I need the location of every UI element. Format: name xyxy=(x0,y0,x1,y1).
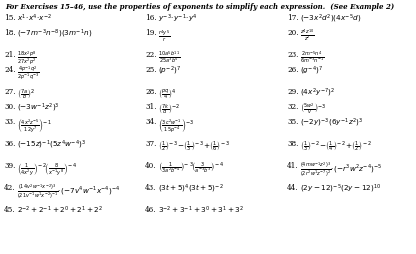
Text: $(3t+5)^{4}(3t+5)^{-2}$: $(3t+5)^{4}(3t+5)^{-2}$ xyxy=(158,182,224,195)
Text: $y^{-3}\!\cdot\!y^{-1}\!\cdot\!y^{4}$: $y^{-3}\!\cdot\!y^{-1}\!\cdot\!y^{4}$ xyxy=(158,13,198,25)
Text: $\left(\frac{5w^{2}}{v}\right)^{-3}$: $\left(\frac{5w^{2}}{v}\right)^{-3}$ xyxy=(300,102,327,116)
Text: 18.: 18. xyxy=(4,29,16,37)
Text: $\left(\frac{pq}{4}\right)^{4}$: $\left(\frac{pq}{4}\right)^{4}$ xyxy=(158,87,176,101)
Text: 45.: 45. xyxy=(4,205,15,213)
Text: 24.: 24. xyxy=(4,66,15,74)
Text: $\frac{2m^{-5}n^{4}}{6m^{-3}n^{-1}}$: $\frac{2m^{-5}n^{4}}{6m^{-3}n^{-1}}$ xyxy=(300,50,324,66)
Text: $\left(\frac{7a}{b}\right)^{2}$: $\left(\frac{7a}{b}\right)^{2}$ xyxy=(17,87,35,101)
Text: 19.: 19. xyxy=(145,29,157,37)
Text: $(-2y)^{-3}(6y^{-1}z^{2})^{3}$: $(-2y)^{-3}(6y^{-1}z^{2})^{3}$ xyxy=(300,117,363,129)
Text: 41.: 41. xyxy=(287,161,299,169)
Text: $\frac{4p^{-1}q^{2}}{2p^{-1}q^{-3}}$: $\frac{4p^{-1}q^{2}}{2p^{-1}q^{-3}}$ xyxy=(17,65,40,83)
Text: $\frac{z^{4}z^{10}}{z^{2}}$: $\frac{z^{4}z^{10}}{z^{2}}$ xyxy=(300,28,315,44)
Text: 35.: 35. xyxy=(287,118,298,125)
Text: 40.: 40. xyxy=(145,161,156,169)
Text: $\left(\frac{3c^{2}w^{-1}}{15p^{-4}}\right)^{-3}$: $\left(\frac{3c^{2}w^{-1}}{15p^{-4}}\rig… xyxy=(158,117,194,134)
Text: $\left(\frac{1}{4x^{2}y}\right)^{\!-2}\!\left(\frac{8}{x^{-1}y^{8}}\right)^{\!-4: $\left(\frac{1}{4x^{2}y}\right)^{\!-2}\!… xyxy=(17,160,77,177)
Text: 36.: 36. xyxy=(4,139,15,147)
Text: $(-3w^{-1}z^{2})^{3}$: $(-3w^{-1}z^{2})^{3}$ xyxy=(17,102,59,114)
Text: $(g^{-4})^{7}$: $(g^{-4})^{7}$ xyxy=(300,65,323,77)
Text: $\frac{18x^{2}p^{8}}{27x^{2}p^{2}}$: $\frac{18x^{2}p^{8}}{27x^{2}p^{2}}$ xyxy=(17,50,37,68)
Text: 31.: 31. xyxy=(145,103,156,110)
Text: 29.: 29. xyxy=(287,88,299,96)
Text: $\left(\frac{1}{2}\right)^{\!-3}\!-\!\left(\frac{1}{3}\right)^{\!-3}\!+\!\left(\: $\left(\frac{1}{2}\right)^{\!-3}\!-\!\le… xyxy=(158,138,230,152)
Text: $\left(\frac{1}{3}\right)^{\!-2}\!-\!\left(\frac{1}{4}\right)^{\!-2}\!+\!\left(\: $\left(\frac{1}{3}\right)^{\!-2}\!-\!\le… xyxy=(300,138,372,152)
Text: 43.: 43. xyxy=(145,183,156,191)
Text: $\frac{(4mw^{-1}z^{2})^{3}}{(2r^{2}w^{1}z^{-7})^{2}}\!\cdot\!(-r^{3}w^{2}z^{-4}): $\frac{(4mw^{-1}z^{2})^{3}}{(2r^{2}w^{1}… xyxy=(300,160,382,179)
Text: 20.: 20. xyxy=(287,29,299,37)
Text: For Exercises 15–46, use the properties of exponents to simplify each expression: For Exercises 15–46, use the properties … xyxy=(5,3,394,11)
Text: 39.: 39. xyxy=(4,161,15,169)
Text: 15.: 15. xyxy=(4,14,16,22)
Text: $(p^{-2})^{7}$: $(p^{-2})^{7}$ xyxy=(158,65,181,77)
Text: $\left(\frac{1}{3a^{2}b^{-4}}\right)^{\!-3}\!\left(\frac{3}{a^{-3}b^{3}}\right)^: $\left(\frac{1}{3a^{2}b^{-4}}\right)^{\!… xyxy=(158,160,224,176)
Text: $\frac{10a^{5}b^{11}}{25a^{3}b^{5}}$: $\frac{10a^{5}b^{11}}{25a^{3}b^{5}}$ xyxy=(158,50,181,66)
Text: 23.: 23. xyxy=(287,51,298,59)
Text: $(-7m^{-3}n^{-8})(3m^{-1}n)$: $(-7m^{-3}n^{-8})(3m^{-1}n)$ xyxy=(17,28,92,40)
Text: 38.: 38. xyxy=(287,139,298,147)
Text: 26.: 26. xyxy=(287,66,299,74)
Text: 34.: 34. xyxy=(145,118,156,125)
Text: $\left(\frac{7k}{d}\right)^{-2}$: $\left(\frac{7k}{d}\right)^{-2}$ xyxy=(158,102,180,116)
Text: 42.: 42. xyxy=(4,183,15,191)
Text: $2^{-2}+2^{-1}+2^{0}+2^{1}+2^{2}$: $2^{-2}+2^{-1}+2^{0}+2^{1}+2^{2}$ xyxy=(17,204,103,215)
Text: $(2y-12)^{-5}(2y-12)^{10}$: $(2y-12)^{-5}(2y-12)^{10}$ xyxy=(300,182,381,195)
Text: 44.: 44. xyxy=(287,183,299,191)
Text: $(-3x^{2}d^{2})(4x^{-5}d)$: $(-3x^{2}d^{2})(4x^{-5}d)$ xyxy=(300,13,362,25)
Text: 16.: 16. xyxy=(145,14,157,22)
Text: $(-15z)^{-1}(5z^{4}w^{-4})^{3}$: $(-15z)^{-1}(5z^{4}w^{-4})^{3}$ xyxy=(17,138,86,151)
Text: 33.: 33. xyxy=(4,118,15,125)
Text: 17.: 17. xyxy=(287,14,299,22)
Text: $\left(\frac{4x^{2}z^{-5}}{12y^{7}}\right)^{-1}$: $\left(\frac{4x^{2}z^{-5}}{12y^{7}}\righ… xyxy=(17,117,52,134)
Text: $3^{-2}+3^{-1}+3^{0}+3^{1}+3^{2}$: $3^{-2}+3^{-1}+3^{0}+3^{1}+3^{2}$ xyxy=(158,204,244,215)
Text: 21.: 21. xyxy=(4,51,16,59)
Text: 37.: 37. xyxy=(145,139,156,147)
Text: $\frac{r^{4}y^{5}}{r}$: $\frac{r^{4}y^{5}}{r}$ xyxy=(158,28,171,44)
Text: 22.: 22. xyxy=(145,51,156,59)
Text: $(4x^{2}y^{-7})^{2}$: $(4x^{2}y^{-7})^{2}$ xyxy=(300,87,335,99)
Text: 25.: 25. xyxy=(145,66,156,74)
Text: 32.: 32. xyxy=(287,103,298,110)
Text: $x^{1}\!\cdot\!x^{4}\!\cdot\!x^{-2}$: $x^{1}\!\cdot\!x^{4}\!\cdot\!x^{-2}$ xyxy=(17,13,52,24)
Text: 30.: 30. xyxy=(4,103,15,110)
Text: 46.: 46. xyxy=(145,205,156,213)
Text: 28.: 28. xyxy=(145,88,156,96)
Text: $\frac{(14v^{2}w^{-1}x^{-2})^{3}}{(21v^{-1}w^{1}x^{-2})^{-1}}\!\cdot\!(-7v^{4}w^: $\frac{(14v^{2}w^{-1}x^{-2})^{3}}{(21v^{… xyxy=(17,182,120,200)
Text: 27.: 27. xyxy=(4,88,15,96)
